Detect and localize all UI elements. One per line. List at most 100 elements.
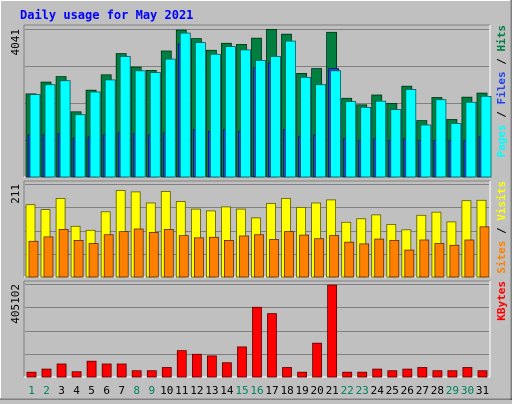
legend-entry: Visits: [495, 181, 508, 221]
bar-kbytes-day-12: [191, 353, 202, 378]
x-axis: 1 2 3 4 5 6 7 8 9 10 11 12 13 14 15 16 17 18 19 20 21 22 23 24 2…: [28, 384, 489, 397]
bar-pages-day-16: [255, 60, 266, 178]
bar-kbytes-day-25: [387, 370, 398, 378]
bar-kbytes-day-27: [417, 367, 428, 378]
bar-kbytes-day-15: [237, 346, 247, 378]
legend-entry: Hits: [495, 25, 508, 52]
bar-sites-day-4: [73, 239, 84, 278]
bar-pages-day-10: [164, 58, 176, 178]
bar-sites-day-31: [479, 226, 490, 278]
x-tick-label: 18: [280, 384, 293, 397]
x-tick-label: 24: [371, 384, 385, 397]
bar-kbytes-day-8: [131, 370, 142, 378]
legend-separator: /: [495, 221, 508, 241]
bar-pages-day-14: [224, 46, 236, 178]
bar-sites-day-15: [239, 235, 249, 278]
x-tick-label: 21: [326, 384, 339, 397]
x-tick-label: 28: [431, 384, 444, 397]
x-tick-label: 29: [446, 384, 459, 397]
x-tick-label: 8: [133, 384, 140, 397]
bar-sites-day-9: [148, 232, 159, 278]
x-tick-label: 19: [295, 384, 308, 397]
legend-separator: /: [495, 52, 508, 72]
bar-sites-day-13: [208, 236, 219, 278]
bar-pages-day-9: [149, 72, 161, 178]
bar-kbytes-day-22: [342, 371, 353, 378]
bar-pages-day-8: [134, 70, 146, 178]
bar-sites-day-30: [464, 239, 475, 278]
bar-sites-day-3: [58, 228, 69, 278]
bar-sites-day-21: [329, 235, 340, 278]
bar-sites-day-10: [163, 228, 174, 278]
bar-sites-day-14: [223, 239, 234, 278]
bar-sites-day-7: [118, 231, 129, 278]
bar-sites-day-25: [389, 239, 400, 278]
bar-pages-day-5: [89, 91, 101, 178]
panel-middle: 211 Sites / Visits: [9, 180, 508, 278]
bar-pages-day-28: [435, 99, 447, 178]
bar-sites-day-5: [88, 243, 99, 278]
bar-sites-day-12: [193, 237, 204, 278]
bar-kbytes-day-9: [146, 370, 157, 378]
bar-pages-day-26: [405, 89, 417, 178]
bar-kbytes-day-18: [282, 367, 292, 378]
bar-sites-day-27: [419, 239, 430, 278]
bar-pages-day-12: [194, 42, 206, 178]
bar-kbytes-day-21: [327, 284, 338, 378]
bar-sites-day-18: [284, 231, 294, 278]
legend-entry: Pages: [495, 124, 508, 157]
bar-sites-day-28: [434, 243, 445, 278]
x-tick-label: 14: [220, 384, 234, 397]
bar-kbytes-day-6: [101, 363, 112, 378]
x-tick-label: 30: [461, 384, 474, 397]
panel-top: 4041 Pages / Files / Hits: [9, 24, 508, 178]
bar-kbytes-day-4: [71, 371, 82, 378]
bar-kbytes-day-24: [372, 368, 383, 378]
x-tick-label: 2: [43, 384, 50, 397]
bar-kbytes-day-30: [462, 367, 473, 378]
legend-bottom: KBytes: [495, 281, 508, 321]
bar-sites-day-17: [269, 239, 279, 278]
x-tick-label: 10: [160, 384, 173, 397]
bar-sites-day-19: [299, 234, 310, 278]
legend-entry: KBytes: [495, 281, 508, 321]
bar-pages-day-18: [285, 40, 296, 178]
bar-pages-day-22: [345, 101, 357, 178]
bar-kbytes-day-13: [206, 355, 217, 378]
bar-kbytes-day-5: [86, 360, 97, 378]
panels: 4041 Pages / Files / Hits 211 Sites / Visit…: [9, 24, 508, 378]
bar-pages-day-3: [59, 80, 71, 178]
bar-pages-day-17: [270, 56, 281, 178]
x-tick-label: 23: [356, 384, 369, 397]
bar-kbytes-day-10: [161, 367, 172, 378]
bar-sites-day-2: [43, 236, 54, 278]
x-tick-label: 26: [401, 384, 414, 397]
bar-sites-day-23: [359, 243, 370, 278]
x-tick-label: 4: [73, 384, 80, 397]
x-tick-label: 27: [416, 384, 429, 397]
legend-entry: Files: [495, 71, 508, 104]
bar-pages-day-11: [179, 32, 191, 178]
bar-pages-day-23: [360, 107, 372, 178]
scale-label-bottom: 405102: [9, 284, 22, 324]
x-tick-label: 17: [265, 384, 278, 397]
bar-pages-day-21: [330, 70, 342, 178]
bar-pages-day-29: [450, 123, 462, 178]
x-tick-label: 12: [190, 384, 203, 397]
scale-label-middle: 211: [9, 184, 22, 204]
bar-kbytes-day-31: [477, 370, 488, 378]
bar-sites-day-24: [374, 238, 385, 278]
x-tick-label: 31: [476, 384, 489, 397]
x-tick-label: 25: [386, 384, 399, 397]
bar-sites-day-26: [404, 249, 415, 278]
bar-sites-day-22: [344, 241, 355, 278]
bar-pages-day-15: [240, 49, 251, 178]
scale-label-top: 4041: [9, 29, 22, 56]
bar-pages-day-19: [300, 77, 312, 178]
bar-pages-day-7: [119, 56, 131, 178]
legend-separator: /: [495, 105, 508, 125]
bar-pages-day-6: [104, 79, 116, 178]
bar-pages-day-13: [209, 53, 221, 178]
